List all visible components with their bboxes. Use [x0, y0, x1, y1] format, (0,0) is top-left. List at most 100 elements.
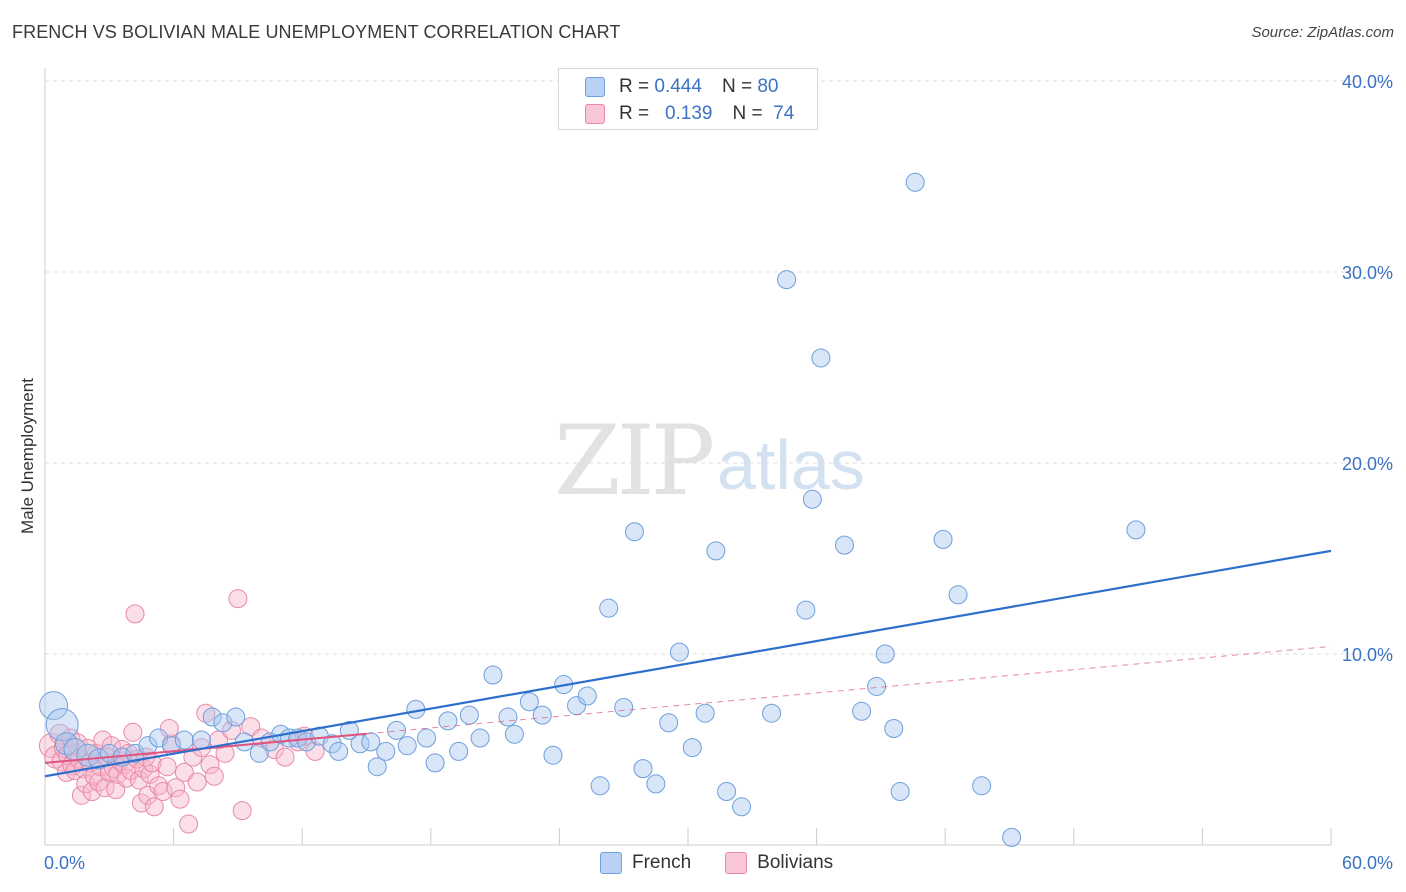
- french-point: [948, 585, 968, 605]
- french-point: [504, 724, 524, 744]
- french-point: [802, 489, 822, 509]
- bolivian-point: [174, 762, 194, 782]
- x-tick-label-min: 0.0%: [44, 853, 85, 873]
- y-axis-label: Male Unemployment: [18, 378, 37, 534]
- bolivian-point: [179, 814, 199, 834]
- french-point: [174, 730, 194, 750]
- french-n-value: 80: [757, 76, 779, 97]
- x-tick-label-max: 60.0%: [1342, 853, 1393, 873]
- bolivian-point: [71, 785, 91, 805]
- french-point: [45, 708, 79, 742]
- french-point: [376, 741, 396, 761]
- french-point: [483, 665, 503, 685]
- bolivian-point: [131, 793, 151, 813]
- french-point: [1002, 827, 1022, 847]
- french-point: [577, 686, 597, 706]
- french-point: [1126, 520, 1146, 540]
- bolivian-point: [153, 782, 173, 802]
- french-point: [322, 734, 342, 754]
- series-legend-bolivians[interactable]: Bolivians: [725, 852, 833, 874]
- french-point: [624, 522, 644, 542]
- y-tick-label: 20.0%: [1342, 454, 1393, 474]
- bolivians-r-value: 0.139: [664, 103, 713, 124]
- french-point: [367, 757, 387, 777]
- french-point: [732, 797, 752, 817]
- french-point: [706, 541, 726, 561]
- bolivian-point: [228, 589, 248, 609]
- watermark-zip: ZIP: [554, 405, 715, 517]
- french-point: [875, 644, 895, 664]
- french-point: [329, 741, 349, 761]
- series-legend-french[interactable]: French: [600, 852, 691, 874]
- french-point: [519, 692, 539, 712]
- french-point: [905, 172, 925, 192]
- bolivian-point: [166, 778, 186, 798]
- french-legend-swatch: [600, 852, 622, 874]
- bolivian-point: [129, 770, 149, 790]
- bolivians-r-label: R =: [619, 103, 650, 124]
- french-point: [646, 774, 666, 794]
- french-trend-line: [44, 549, 1332, 778]
- french-point: [590, 776, 610, 796]
- french-point: [659, 713, 679, 733]
- french-point: [397, 736, 417, 756]
- bolivian-point: [144, 797, 164, 817]
- series-legend: French Bolivians: [600, 852, 867, 874]
- french-r-value: 0.444: [654, 76, 702, 97]
- french-point: [762, 703, 782, 723]
- bolivians-legend-swatch: [725, 852, 748, 874]
- bolivian-trend-dashed: [366, 645, 1332, 735]
- chart-source: Source: ZipAtlas.com: [1251, 24, 1394, 41]
- french-point: [669, 642, 689, 662]
- french-point: [543, 745, 563, 765]
- bolivians-swatch: [585, 104, 605, 124]
- french-point: [972, 776, 992, 796]
- y-tick-label: 40.0%: [1342, 72, 1393, 92]
- bolivians-n-value: 74: [773, 103, 795, 124]
- bolivian-point: [170, 789, 190, 809]
- bolivian-point: [138, 785, 158, 805]
- correlation-legend: R = 0.444 N = 80 R = 0.139 N = 74: [558, 68, 818, 130]
- french-point: [933, 529, 953, 549]
- bolivian-point: [187, 772, 207, 792]
- french-point: [202, 707, 222, 727]
- french-n-label: N =: [721, 76, 753, 97]
- bolivian-point: [157, 757, 177, 777]
- french-point: [470, 728, 490, 748]
- bolivian-point: [204, 766, 224, 786]
- french-point: [884, 718, 904, 738]
- bolivian-point: [275, 747, 295, 767]
- french-point: [226, 707, 246, 727]
- french-legend-label: French: [632, 852, 692, 873]
- french-point: [717, 782, 737, 802]
- french-point: [695, 703, 715, 723]
- french-point: [213, 713, 233, 733]
- legend-row-bolivians: R = 0.139 N = 74: [585, 102, 794, 126]
- french-point: [811, 348, 831, 368]
- french-point: [682, 738, 702, 758]
- french-point: [417, 728, 437, 748]
- french-point: [834, 535, 854, 555]
- bolivian-point: [123, 722, 143, 742]
- bolivian-point: [125, 604, 145, 624]
- bolivian-point: [232, 801, 252, 821]
- french-point: [633, 759, 653, 779]
- bolivians-legend-label: Bolivians: [757, 852, 834, 873]
- bolivian-point: [159, 718, 179, 738]
- french-point: [459, 705, 479, 725]
- french-point: [387, 720, 407, 740]
- french-point: [498, 707, 518, 727]
- french-point: [138, 736, 158, 756]
- watermark-atlas: atlas: [717, 426, 865, 504]
- y-tick-label: 30.0%: [1342, 263, 1393, 283]
- french-point: [191, 730, 211, 750]
- french-point: [449, 741, 469, 761]
- french-point: [39, 691, 69, 721]
- french-point: [438, 711, 458, 731]
- french-point: [852, 701, 872, 721]
- legend-row-french: R = 0.444 N = 80: [585, 75, 778, 99]
- french-r-label: R =: [619, 76, 650, 97]
- french-point: [532, 705, 552, 725]
- chart-title: FRENCH VS BOLIVIAN MALE UNEMPLOYMENT COR…: [12, 22, 621, 42]
